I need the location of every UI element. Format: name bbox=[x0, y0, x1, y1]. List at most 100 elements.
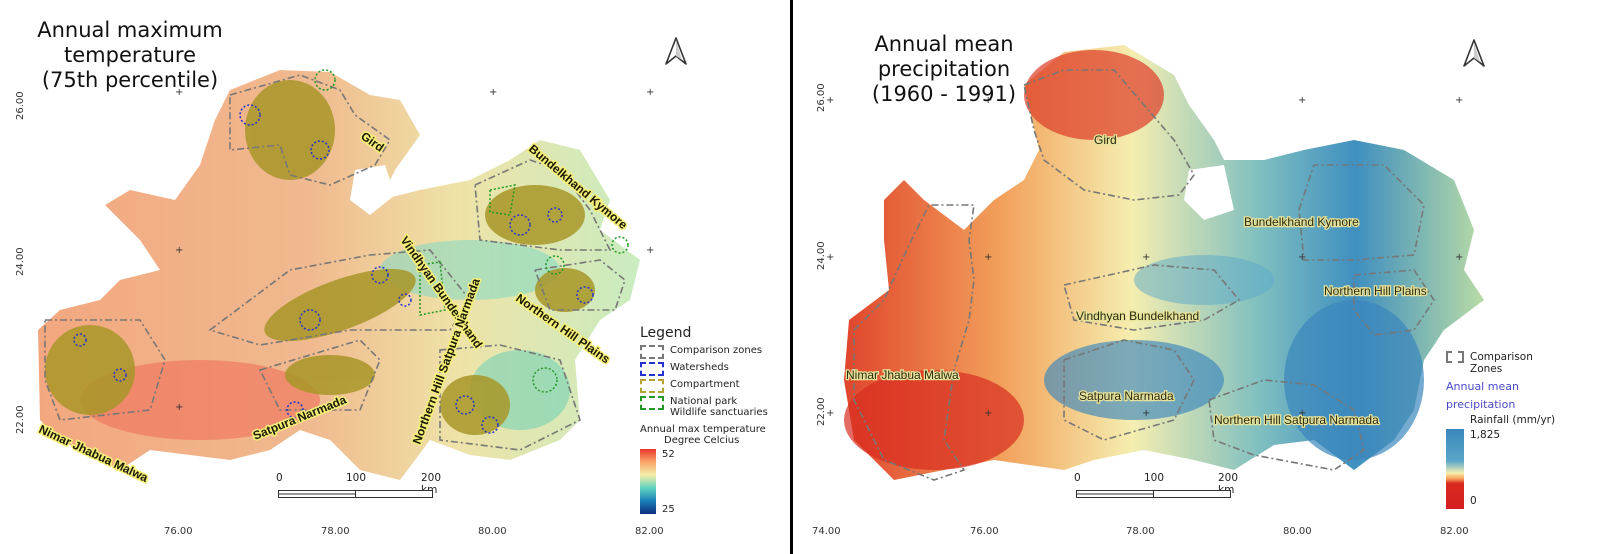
national-parks bbox=[314, 69, 629, 393]
precipitation-map: + + + + + + + + + + + + + Gird Bundelkhand Kymore … bbox=[826, 45, 1484, 481]
svg-text:+: + bbox=[175, 245, 183, 256]
svg-text:+: + bbox=[826, 252, 834, 263]
legend-label: Comparison zones bbox=[670, 345, 763, 356]
legend-label: Comparison Zones bbox=[1470, 351, 1533, 375]
scale-bar: 0 100 200 km bbox=[1074, 472, 1254, 502]
wet-area-center bbox=[1044, 340, 1224, 420]
graticule-crosses: + + + + + + bbox=[175, 87, 654, 413]
comparison-zones bbox=[853, 69, 1435, 481]
svg-text:+: + bbox=[1298, 252, 1306, 263]
svg-text:+: + bbox=[1455, 252, 1463, 263]
graticule-crosses: + + + + + + + + + + + + + bbox=[826, 95, 1463, 419]
legend-label: Watersheds bbox=[670, 362, 729, 373]
zone-label-northern-hill-plains: Northern Hill Plains bbox=[1324, 284, 1427, 298]
ramp-unit: Degree Celcius bbox=[664, 435, 740, 446]
precipitation-legend: Comparison Zones Annual mean precipitati… bbox=[1446, 348, 1596, 509]
north-arrow-icon bbox=[665, 37, 687, 65]
svg-text:+: + bbox=[646, 245, 654, 256]
temperature-map-panel: + + + + + + Gird Bundelkhand Kymore Vindhyan… bbox=[0, 0, 790, 554]
compartments bbox=[45, 80, 595, 435]
panel-divider bbox=[790, 0, 793, 554]
svg-text:+: + bbox=[826, 408, 834, 419]
lon-tick-78: 78.00 bbox=[1126, 526, 1155, 537]
svg-text:+: + bbox=[1298, 95, 1306, 106]
lon-tick-82: 82.00 bbox=[635, 526, 664, 537]
dashed-swatch-icon bbox=[1446, 351, 1464, 363]
zone-label-northern-hill-satpura-narmada: Northern Hill Satpura Narmada bbox=[1214, 413, 1379, 427]
dashed-swatch-icon bbox=[640, 396, 664, 410]
lon-tick-76: 76.00 bbox=[164, 526, 193, 537]
ramp-labels: 1,825 0 bbox=[1464, 429, 1504, 509]
scale-label-0: 0 bbox=[276, 472, 283, 484]
dry-area-southwest bbox=[844, 370, 1024, 470]
lat-tick-22: 22.00 bbox=[15, 405, 26, 434]
precipitation-map-panel: + + + + + + + + + + + + + Gird Bundelkhand Kymore … bbox=[794, 0, 1600, 554]
dry-area-north bbox=[1024, 50, 1164, 140]
ramp-max-label: 52 bbox=[662, 449, 675, 460]
scale-bar-segment-1 bbox=[278, 490, 356, 498]
watersheds bbox=[73, 104, 594, 434]
svg-text:+: + bbox=[826, 95, 834, 106]
svg-text:+: + bbox=[1142, 252, 1150, 263]
ramp-labels: 52 25 bbox=[656, 449, 696, 515]
zone-label-nimar-jhabua-malwa: Nimar Jhabua Malwa bbox=[846, 368, 959, 382]
dashed-swatch-icon bbox=[640, 379, 664, 393]
legend-label: National park Wildlife sanctuaries bbox=[670, 396, 768, 418]
color-ramp-row: 1,825 0 bbox=[1446, 429, 1596, 509]
svg-text:+: + bbox=[984, 408, 992, 419]
gap-region bbox=[350, 165, 395, 215]
gap-region bbox=[1184, 165, 1234, 220]
wet-area-east bbox=[1284, 300, 1424, 460]
scale-bar: 0 100 200 km bbox=[276, 472, 456, 502]
svg-text:+: + bbox=[646, 87, 654, 98]
lon-tick-78: 78.00 bbox=[321, 526, 350, 537]
title-line: (75th percentile) bbox=[41, 68, 219, 92]
legend-item-national-park: National park Wildlife sanctuaries bbox=[640, 396, 790, 418]
lat-tick-22: 22.00 bbox=[816, 397, 827, 426]
zone-label-bundelkhand-kymore: Bundelkhand Kymore bbox=[1244, 215, 1359, 229]
ramp-min-label: 0 bbox=[1470, 495, 1477, 507]
wet-area-mid bbox=[1134, 255, 1274, 305]
ramp-unit: Rainfall (mm/yr) bbox=[1470, 414, 1556, 426]
title-line: (1960 - 1991) bbox=[871, 82, 1017, 106]
zone-label-satpura-narmada: Satpura Narmada bbox=[1079, 389, 1174, 403]
hot-area bbox=[80, 360, 320, 440]
north-arrow-icon bbox=[1463, 39, 1485, 67]
legend-item-comparison-zones: Comparison zones bbox=[640, 345, 790, 359]
lon-tick-74: 74.00 bbox=[812, 526, 841, 537]
svg-text:+: + bbox=[489, 87, 497, 98]
color-ramp-row: 52 25 bbox=[640, 449, 790, 515]
scale-label-0: 0 bbox=[1074, 472, 1081, 484]
lon-tick-82: 82.00 bbox=[1440, 526, 1469, 537]
lat-tick-26: 26.00 bbox=[816, 83, 827, 112]
ramp-min-label: 25 bbox=[662, 504, 675, 515]
scale-label-100: 100 bbox=[1144, 472, 1165, 484]
title-line: temperature bbox=[64, 43, 196, 67]
lon-tick-80: 80.00 bbox=[478, 526, 507, 537]
dashed-swatch-icon bbox=[640, 345, 664, 359]
temperature-color-ramp bbox=[640, 449, 656, 514]
legend-item-compartment: Compartment bbox=[640, 379, 790, 393]
scale-label-100: 100 bbox=[346, 472, 367, 484]
zone-label-gird: Gird bbox=[1094, 133, 1117, 147]
svg-text:+: + bbox=[175, 87, 183, 98]
cool-area bbox=[380, 240, 560, 300]
legend-item-watersheds: Watersheds bbox=[640, 362, 790, 376]
scale-bar-segment-2 bbox=[1153, 490, 1231, 498]
svg-text:+: + bbox=[984, 252, 992, 263]
lon-tick-76: 76.00 bbox=[970, 526, 999, 537]
svg-text:+: + bbox=[1455, 95, 1463, 106]
svg-text:+: + bbox=[984, 95, 992, 106]
layer-title: Annual mean precipitation bbox=[1446, 380, 1519, 411]
ramp-title: Annual max temperature bbox=[640, 424, 766, 435]
scale-bar-segment-2 bbox=[355, 490, 433, 498]
lat-tick-24: 24.00 bbox=[816, 241, 827, 270]
legend-item-comparison-zones: Comparison Zones bbox=[1446, 351, 1596, 375]
scale-bar-segment-1 bbox=[1076, 490, 1154, 498]
legend-title: Legend bbox=[640, 325, 692, 341]
temperature-map-title: Annual maximum temperature (75th percent… bbox=[30, 18, 230, 93]
zone-label-vindhyan-bundelkhand: Vindhyan Bundelkhand bbox=[1076, 309, 1199, 323]
dashed-swatch-icon bbox=[640, 362, 664, 376]
precipitation-map-title: Annual mean precipitation (1960 - 1991) bbox=[814, 32, 1074, 107]
svg-text:+: + bbox=[1142, 408, 1150, 419]
